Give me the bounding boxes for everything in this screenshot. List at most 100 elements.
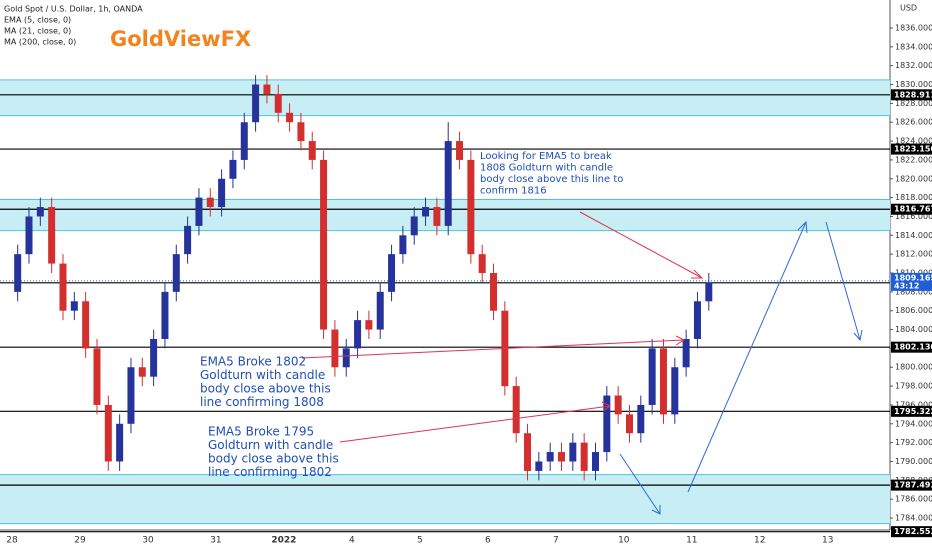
current-label: 1809.165 (894, 273, 932, 282)
background (0, 0, 893, 533)
arrow-head (651, 505, 661, 515)
level-box (891, 143, 932, 155)
current-box (891, 272, 932, 291)
y-tick-label: 1818.000 (895, 193, 932, 202)
annotation: EMA5 Broke 1802 (200, 355, 306, 369)
y-tick-label: 1814.000 (895, 231, 932, 240)
currency: USD (900, 4, 917, 13)
candle-body (399, 235, 407, 255)
candle-body (524, 433, 532, 471)
candle-body (161, 291, 169, 339)
y-tick-label: 1786.000 (895, 495, 932, 504)
candle-body (388, 254, 396, 292)
level-label: 1816.767 (894, 205, 932, 214)
y-tick-label: 1834.000 (895, 42, 932, 51)
candle-body (218, 178, 226, 208)
labels: Gold Spot / U.S. Dollar, 1h, OANDA EMA (… (4, 4, 932, 546)
arrow-head (691, 269, 704, 279)
candle-body (614, 395, 622, 415)
candle-body (320, 159, 328, 330)
candle-body (456, 141, 464, 160)
annotation: line confirming 1802 (208, 465, 332, 479)
arrow (619, 453, 661, 515)
x-tick-label: 12 (754, 536, 765, 546)
candle-body (580, 442, 588, 471)
candle-body (535, 461, 543, 471)
y-tick-label: 1790.000 (895, 457, 932, 466)
y-tick-label: 1826.000 (895, 118, 932, 127)
candle-body (478, 254, 486, 274)
y-tick-label: 1822.000 (895, 155, 932, 164)
candle-body (36, 207, 44, 217)
title: Gold Spot / U.S. Dollar, 1h, OANDA (4, 5, 143, 14)
level-box (891, 341, 932, 353)
candle-body (25, 216, 33, 255)
candle-body (263, 84, 271, 94)
y-tick-label: 1836.000 (895, 23, 932, 32)
candle-body (116, 423, 124, 462)
candle-body (14, 254, 22, 292)
candle-body (138, 367, 146, 377)
candle-body (184, 225, 192, 255)
candle-body (206, 197, 214, 208)
candle-body (240, 122, 248, 160)
annotation: Goldturn with candle (200, 368, 325, 382)
candle-body (433, 207, 441, 226)
annotation: body close above this (200, 382, 331, 396)
x-tick-label: 4 (349, 536, 355, 546)
candle-body (558, 452, 566, 462)
candle-body (195, 197, 203, 226)
level-label: 1823.150 (894, 145, 932, 154)
candle-body (127, 367, 135, 424)
candle-body (625, 414, 633, 434)
candle-body (342, 348, 350, 368)
annotation: body close above this line to (480, 174, 623, 185)
arrow-head (675, 335, 686, 346)
y-tick-label: 1828.000 (895, 99, 932, 108)
annotation: EMA5 Broke 1795 (208, 425, 314, 439)
arrow (579, 211, 703, 279)
zone (0, 79, 890, 116)
y-tick-label: 1800.000 (895, 363, 932, 372)
arrow (301, 339, 685, 359)
indicator: EMA (5, close, 0) (4, 16, 71, 25)
y-tick-label: 1804.000 (895, 325, 932, 334)
level-box (891, 405, 932, 417)
level-label: 1787.493 (894, 481, 932, 490)
y-tick-label: 1832.000 (895, 61, 932, 70)
candle-body (252, 84, 260, 123)
level-label: 1828.911 (894, 90, 932, 99)
candle-body (229, 159, 237, 179)
candle-body (331, 329, 339, 368)
candle-body (569, 442, 577, 462)
candle-body (308, 141, 316, 160)
candle-body (705, 282, 713, 302)
y-tick-label: 1798.000 (895, 382, 932, 391)
y-tick-label: 1820.000 (895, 174, 932, 183)
candle-body (93, 348, 101, 405)
candle-body (682, 338, 690, 368)
candle-body (512, 386, 520, 434)
y-tick-label: 1796.000 (895, 400, 932, 409)
annotation: Goldturn with candle (208, 438, 333, 452)
x-tick-label: 29 (74, 536, 86, 546)
arrow (339, 405, 611, 443)
level-label: 1802.130 (894, 343, 932, 352)
brand: GoldViewFX (110, 27, 251, 51)
arrow-head (601, 401, 611, 412)
candle-body (70, 301, 78, 311)
candle-body (365, 320, 373, 330)
candle-body (648, 348, 656, 405)
annotation: body close above this (208, 452, 339, 466)
arrow (687, 221, 807, 493)
indicator: MA (200, close, 0) (4, 38, 76, 47)
candle-body (104, 404, 112, 462)
level-label: 1795.322 (894, 407, 932, 416)
level-box (891, 526, 932, 538)
candle-body (150, 338, 158, 377)
candle-body (410, 216, 418, 236)
x-tick-label: 13 (822, 536, 833, 546)
y-tick-label: 1830.000 (895, 80, 932, 89)
candle-body (376, 291, 384, 330)
